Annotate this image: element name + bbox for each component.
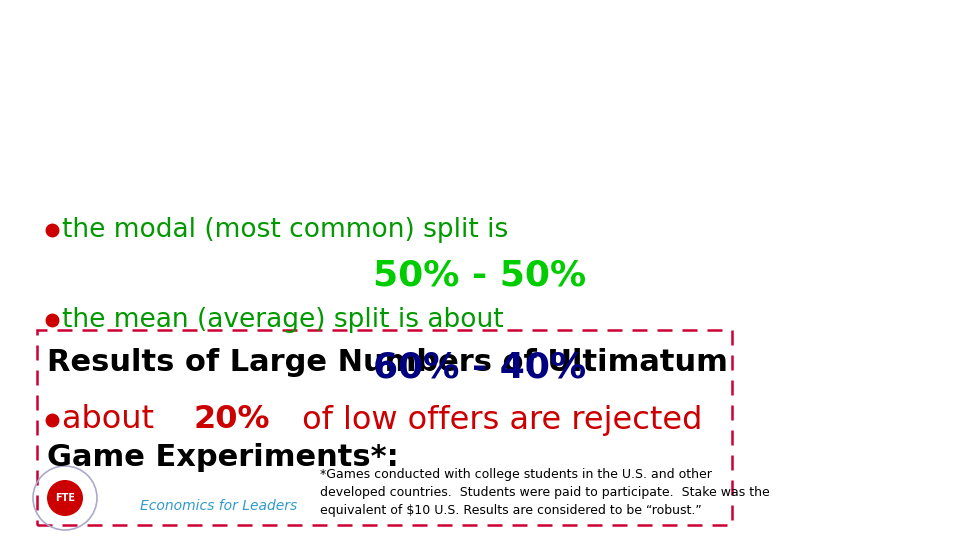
Text: the mean (average) split is about: the mean (average) split is about xyxy=(62,307,504,333)
Text: 50% - 50%: 50% - 50% xyxy=(373,258,587,292)
Circle shape xyxy=(47,480,83,516)
Text: *Games conducted with college students in the U.S. and other
developed countries: *Games conducted with college students i… xyxy=(320,468,770,517)
Text: 60% - 40%: 60% - 40% xyxy=(373,350,587,384)
Text: Economics for Leaders: Economics for Leaders xyxy=(140,499,298,513)
Text: of low offers are rejected: of low offers are rejected xyxy=(293,404,703,435)
Text: Game Experiments*:: Game Experiments*: xyxy=(47,443,398,472)
Text: about: about xyxy=(62,404,164,435)
Text: FTE: FTE xyxy=(55,493,75,503)
Text: 20%: 20% xyxy=(194,404,271,435)
Text: the modal (most common) split is: the modal (most common) split is xyxy=(62,217,508,243)
Text: Results of Large Numbers of Ultimatum: Results of Large Numbers of Ultimatum xyxy=(47,348,728,377)
